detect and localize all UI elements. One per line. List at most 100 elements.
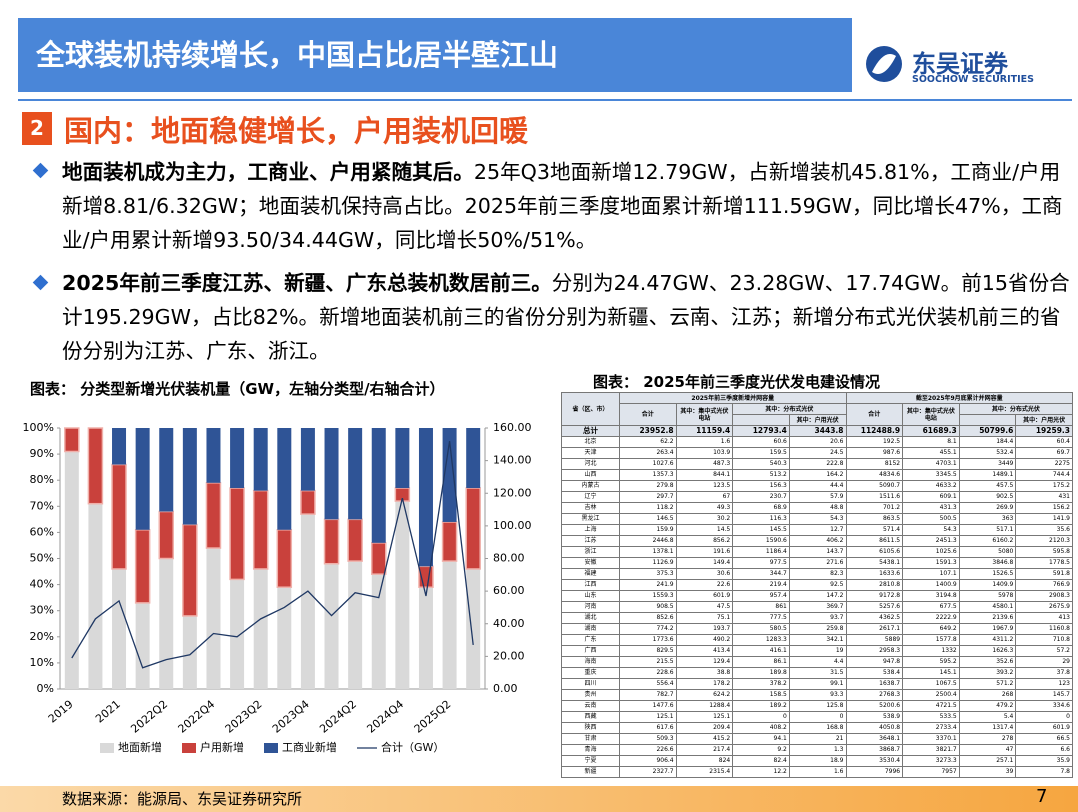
table-cell: 902.5 xyxy=(958,491,1017,503)
bullet-text: 25年Q3地面新增12.79GW，占新增装机45.81%，工商业/户用新增8.8… xyxy=(62,160,1063,252)
table: 省（区、市） 2025年前三季度新增并网容量 截至2025年9月底累计并网容量 合计… xyxy=(561,392,1074,778)
table-cell: 479.2 xyxy=(958,700,1017,712)
table-row: 云南 1477.6 1288.4 189.2 125.8 5200.6 4721.5 479.… xyxy=(561,700,1073,712)
table-row: 江苏 2446.8 856.2 1590.6 406.2 8611.5 2451.3 6160… xyxy=(561,535,1073,547)
x-tick-label: 2023Q2 xyxy=(223,698,265,736)
bar-segment xyxy=(371,542,387,575)
table-cell: 合计 xyxy=(619,403,677,426)
table-cell: 3821.7 xyxy=(902,744,960,756)
table-cell: 24.5 xyxy=(788,447,847,459)
table-cell: 4834.6 xyxy=(845,469,904,481)
table-cell: 701.2 xyxy=(845,502,904,514)
table-cell: 0 xyxy=(1015,711,1073,723)
bar-segment xyxy=(277,587,292,689)
table-cell: 30.2 xyxy=(675,513,734,525)
table-cell: 山东 xyxy=(561,590,620,602)
table-row: 重庆 228.6 38.8 189.8 31.5 538.4 145.1 393.2 37.8 xyxy=(561,667,1073,679)
table-cell: 490.2 xyxy=(675,634,734,646)
table-cell: 378.2 xyxy=(732,678,790,690)
table-cell: 118.2 xyxy=(619,502,677,514)
y-tick-label: 100% xyxy=(23,421,54,434)
table-cell: 5.4 xyxy=(958,711,1017,723)
table-cell: 595.2 xyxy=(902,656,960,668)
table-cell: 4311.2 xyxy=(958,634,1017,646)
table-cell: 1577.8 xyxy=(902,634,960,646)
table-cell: 259.8 xyxy=(788,623,847,635)
table-cell: 3449 xyxy=(958,458,1017,470)
table-cell: 19 xyxy=(788,645,847,657)
table-cell: 4721.5 xyxy=(902,700,960,712)
table-cell: 156.2 xyxy=(1015,502,1073,514)
table-cell: 861 xyxy=(732,601,790,613)
table-cell: 156.3 xyxy=(732,480,790,492)
table-cell: 766.9 xyxy=(1015,579,1073,591)
table-cell: 149.4 xyxy=(675,557,734,569)
table-row: 北京 62.2 1.6 60.6 20.6 192.5 8.1 184.4 60.4 xyxy=(561,436,1073,448)
table-cell: 合计 xyxy=(845,403,904,426)
table-cell: 1.6 xyxy=(788,766,847,778)
y2-tick-label: 40.00 xyxy=(493,617,525,630)
table-cell: 1357.3 xyxy=(619,469,677,481)
table-cell: 1.3 xyxy=(788,744,847,756)
table-cell: 863.5 xyxy=(845,513,904,525)
bar-segment xyxy=(229,487,245,581)
table-cell: 908.5 xyxy=(619,601,677,613)
table-cell: 123 xyxy=(1015,678,1073,690)
table-cell: 其中：集中式光伏电站 xyxy=(902,403,960,426)
table-cell: 19259.3 xyxy=(1015,425,1073,437)
table-cell: 4050.8 xyxy=(845,722,904,734)
table-cell: 145.5 xyxy=(732,524,790,536)
section-number: 2 xyxy=(22,112,52,145)
table-cell: 268 xyxy=(958,689,1017,701)
table-cell: 141.9 xyxy=(1015,513,1073,525)
table-cell: 393.2 xyxy=(958,667,1017,679)
table-cell: 710.8 xyxy=(1015,634,1073,646)
table-cell: 9172.8 xyxy=(845,590,904,602)
table-cell: 192.5 xyxy=(845,436,904,448)
bar-segment xyxy=(466,428,481,489)
bullet: 地面装机成为主力，工商业、户用紧随其后。25年Q3地面新增12.79GW，占新增… xyxy=(62,155,1072,257)
table-cell: 12793.4 xyxy=(732,425,790,437)
table-cell: 413.4 xyxy=(675,645,734,657)
table-row: 新疆 2327.7 2315.4 12.2 1.6 7996 7957 39 7.8 xyxy=(561,766,1073,778)
table-cell: 2451.3 xyxy=(902,535,960,547)
bar-segment xyxy=(348,428,363,520)
x-tick-label: 2024Q4 xyxy=(364,698,406,736)
table-row: 辽宁 297.7 67 230.7 57.9 1511.6 609.1 902.5 431 xyxy=(561,491,1073,503)
bar-segment xyxy=(371,428,386,543)
table-cell: 河南 xyxy=(561,601,620,613)
page-number: 7 xyxy=(1036,786,1048,807)
table-cell: 217.4 xyxy=(675,744,734,756)
table-cell: 66.5 xyxy=(1015,733,1073,745)
table-cell: 413 xyxy=(1015,612,1073,624)
table-cell: 215.5 xyxy=(619,656,677,668)
table-cell: 湖南 xyxy=(561,623,620,635)
table-cell: 509.3 xyxy=(619,733,677,745)
table-cell: 内蒙古 xyxy=(561,480,620,492)
table-cell: 591.8 xyxy=(1015,568,1073,580)
table-cell: 406.2 xyxy=(788,535,847,547)
bar-segment xyxy=(277,428,292,530)
table-cell: 624.2 xyxy=(675,689,734,701)
table-cell: 852.6 xyxy=(619,612,677,624)
table-cell: 1489.1 xyxy=(958,469,1017,481)
table-cell: 35.9 xyxy=(1015,755,1073,767)
table-cell: 12.2 xyxy=(732,766,790,778)
table-cell: 93.3 xyxy=(788,689,847,701)
table-cell: 2446.8 xyxy=(619,535,677,547)
table-cell: 贵州 xyxy=(561,689,620,701)
table-cell: 22.6 xyxy=(675,579,734,591)
table-corner: 省（区、市） xyxy=(561,392,620,426)
divider xyxy=(18,99,1072,101)
table-cell: 226.6 xyxy=(619,744,677,756)
table-cell: 7.8 xyxy=(1015,766,1073,778)
line xyxy=(71,440,474,669)
table-cell: 甘肃 xyxy=(561,733,620,745)
table-row: 天津 263.4 103.9 159.5 24.5 987.6 455.1 532.4 69.7 xyxy=(561,447,1073,459)
legend-label: 地面新增 xyxy=(118,740,162,754)
table-cell: 415.2 xyxy=(675,733,734,745)
table-cell: 824 xyxy=(675,755,734,767)
table-cell: 20.6 xyxy=(788,436,847,448)
table-cell: 107.1 xyxy=(902,568,960,580)
table-cell: 352.6 xyxy=(958,656,1017,668)
